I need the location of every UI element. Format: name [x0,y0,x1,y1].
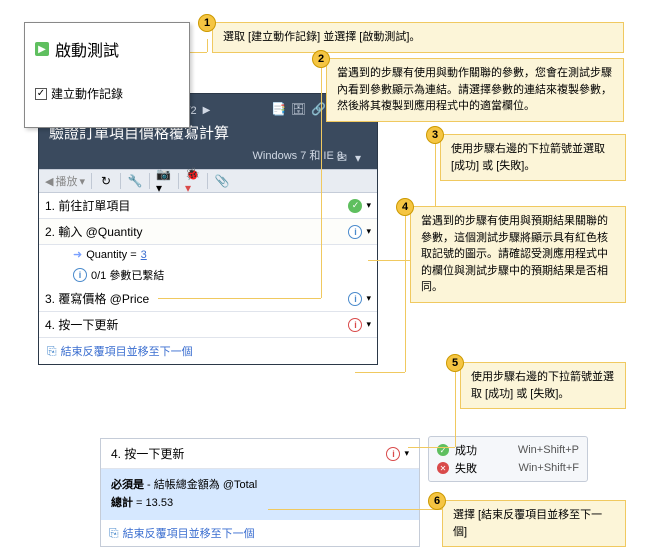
book-icon[interactable]: 📑 [271,102,285,116]
panel-header-icons: 📑 🗄 🔗 [271,102,325,116]
total-val: = 13.53 [133,497,173,509]
bug-icon[interactable]: 🐞▾ [185,173,201,189]
step-4-label: 4. 按一下更新 [45,316,348,333]
chevron-down-icon[interactable]: ▾ [366,226,371,237]
callout-4: 當遇到的步驟有使用與預期結果關聯的參數，這個測試步驟將顯示具有紅色核取記號的圖示… [410,206,626,303]
chevron-down-icon[interactable]: ▾ [366,200,371,211]
badge-5: 5 [446,354,464,372]
step-1-label: 1. 前往訂單項目 [45,197,348,214]
detail-end-link[interactable]: ⎘ 結束反覆項目並移至下一個 [101,520,419,546]
leader-4 [405,216,406,372]
callout-5: 使用步驟右邊的下拉箭號並選取 [成功] 或 [失敗]。 [460,362,626,409]
start-icon: ▶ [35,42,49,56]
step-2-label: 2. 輸入 @Quantity [45,223,348,240]
camera-icon[interactable]: 📷▾ [156,173,172,189]
sep [207,173,208,189]
db-icon[interactable]: 🗄 [291,102,305,116]
badge-2: 2 [312,50,330,68]
must-label: 必須是 [111,479,144,491]
detail-title: 4. 按一下更新 [111,445,386,462]
play-button[interactable]: ◀ 播放 ▾ [45,173,85,189]
fail-shortcut: Win+Shift+F [518,462,579,474]
must-text: - 結帳總金額為 @Total [144,479,257,491]
step-2-bound: i 0/1 參數已繫結 [39,264,377,286]
pass-shortcut: Win+Shift+P [518,444,579,456]
pass-icon: ✓ [437,444,449,456]
step-3[interactable]: 3. 覆寫價格 @Price i ▾ [39,286,377,312]
next-icon: ⎘ [47,344,57,359]
detail-header: 4. 按一下更新 i ▾ [101,439,419,469]
start-test-popup: ▶ 啟動測試 ✓ 建立動作記錄 [24,22,190,128]
detail-body: 必須是 - 結帳總金額為 @Total 總計 = 13.53 [101,469,419,520]
step-2-param: ➜ Quantity = 3 [39,245,377,264]
detail-end-label: 結束反覆項目並移至下一個 [123,525,255,541]
qty-value-link[interactable]: 3 [141,249,147,261]
info-icon: i [348,225,362,239]
sep [91,173,92,189]
leader-6 [268,509,442,510]
leader-1b [190,52,207,53]
chevron-down-icon[interactable]: ▾ [355,151,369,165]
sep [178,173,179,189]
callout-3: 使用步驟右邊的下拉箭號並選取 [成功] 或 [失敗]。 [440,134,626,181]
leader-4b [355,372,405,373]
popup-title: ▶ 啟動測試 [35,37,179,61]
badge-6: 6 [428,492,446,510]
chevron-down-icon[interactable]: ▾ [366,293,371,304]
callout-6: 選擇 [結束反覆項目並移至下一個] [442,500,626,547]
step-2[interactable]: 2. 輸入 @Quantity i ▾ [39,219,377,245]
bound-label: 0/1 參數已繫結 [91,267,164,283]
fail-label: 失敗 [455,460,477,476]
play-label: 播放 [55,173,77,189]
callout-2: 當遇到的步驟有使用與動作關聯的參數，您會在測試步驟內看到參數顯示為連結。請選擇參… [326,58,624,122]
info-icon: i [73,268,87,282]
next-icon: ⎘ [109,526,119,541]
step-4[interactable]: 4. 按一下更新 i ▾ [39,312,377,338]
fail-option[interactable]: ✕ 失敗 Win+Shift+F [437,459,579,477]
step-4-detail: 4. 按一下更新 i ▾ 必須是 - 結帳總金額為 @Total 總計 = 13… [100,438,420,547]
leader-2b [158,298,321,299]
checkbox-icon[interactable]: ✓ [35,88,47,100]
steps-list: 1. 前往訂單項目 ✓ ▾ 2. 輸入 @Quantity i ▾ ➜ Quan… [39,193,377,364]
link-icon[interactable]: 🔗 [311,102,325,116]
info-icon-red: i [348,318,362,332]
sep [149,173,150,189]
callout-1: 選取 [建立動作記錄] 並選擇 [啟動測試]。 [212,22,624,53]
step-1[interactable]: 1. 前往訂單項目 ✓ ▾ [39,193,377,219]
leader-5b [408,447,455,448]
leader-2 [321,68,322,298]
end-iteration-link[interactable]: ⎘ 結束反覆項目並移至下一個 [39,338,377,364]
pass-label: 成功 [455,442,477,458]
badge-1: 1 [198,14,216,32]
fail-icon: ✕ [437,462,449,474]
info-icon: i [348,292,362,306]
attach-icon[interactable]: 📎 [214,173,230,189]
popup-title-text: 啟動測試 [55,37,119,61]
chevron-right-icon[interactable]: ▶ [203,105,211,116]
sep [120,173,121,189]
badge-4: 4 [396,198,414,216]
chevron-down-icon[interactable]: ▾ [366,319,371,330]
toolbar: ◀ 播放 ▾ ↻ 🔧 📷▾ 🐞▾ 📎 [39,169,377,193]
create-action-log-row[interactable]: ✓ 建立動作記錄 [35,85,179,102]
mail-icon[interactable]: ✉ [337,151,351,165]
pass-fail-menu: ✓ 成功 Win+Shift+P ✕ 失敗 Win+Shift+F [428,436,588,482]
param-arrow-icon: ➜ [73,248,82,261]
leader-1 [207,39,208,52]
qty-label: Quantity = [86,249,136,261]
test-runner-panel: ◀ 測試案例 1/1 : 反覆項目 1/2 ▶ 驗證訂單項目價格覆寫計算 Win… [38,93,378,365]
leader-5 [455,372,456,447]
badge-3: 3 [426,126,444,144]
total-label: 總計 [111,497,133,509]
tools-icon[interactable]: 🔧 [127,173,143,189]
redo-icon[interactable]: ↻ [98,173,114,189]
info-icon-red: i [386,447,400,461]
end-label: 結束反覆項目並移至下一個 [61,343,193,359]
chevron-down-icon[interactable]: ▾ [404,448,409,459]
panel-env: Windows 7 和 IE 8 [49,147,367,163]
checkbox-label: 建立動作記錄 [51,85,123,102]
pass-icon: ✓ [348,199,362,213]
pass-option[interactable]: ✓ 成功 Win+Shift+P [437,441,579,459]
